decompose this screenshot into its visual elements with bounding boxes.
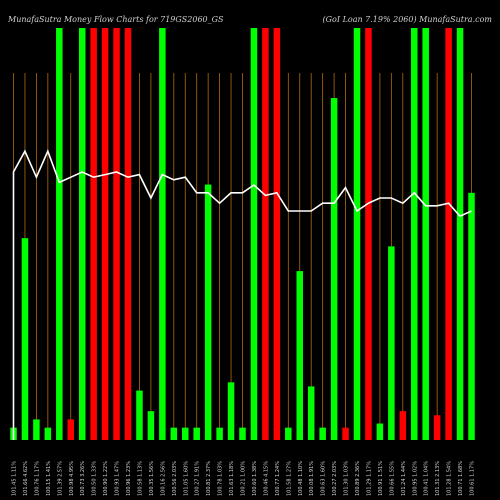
bar <box>113 28 120 440</box>
x-tick-label: 100.41 1.04% <box>424 461 430 496</box>
x-tick-label: 100.89 2.36% <box>355 461 361 496</box>
x-tick-label: 101.66 4.62% <box>23 461 29 496</box>
chart-title: MunafaSutra Money Flow Charts for 719GS2… <box>8 15 224 24</box>
x-tick-labels: 101.45 1.11% 101.66 4.62% 100.76 1.17% 100.… <box>12 461 476 496</box>
x-tick-label: 100.61 1.17% <box>470 461 476 496</box>
bar <box>67 419 74 440</box>
x-tick-label: 101.28 1.54% <box>447 461 453 496</box>
bar <box>456 28 464 440</box>
bar <box>90 28 97 440</box>
bar <box>411 28 418 440</box>
bar <box>376 423 384 440</box>
x-tick-label: 100.71 1.68% <box>458 461 464 496</box>
x-tick-label: 100.76 1.17% <box>34 461 40 496</box>
x-tick-label: 101.05 1.60% <box>183 461 189 496</box>
bar <box>204 184 212 440</box>
x-tick-label: 101.30 1.03% <box>344 461 350 496</box>
bar <box>239 427 246 440</box>
x-tick-label: 100.60 1.38% <box>252 461 258 496</box>
bar <box>250 28 258 440</box>
bar <box>170 427 178 440</box>
bar <box>101 28 109 440</box>
bar <box>136 390 143 440</box>
price-line <box>12 149 472 440</box>
bar <box>445 28 452 440</box>
bar <box>285 427 292 440</box>
bar <box>124 28 132 440</box>
x-tick-label: 100.77 1.24% <box>275 461 281 496</box>
x-tick-label: 100.91 1.51% <box>378 461 384 496</box>
bar <box>78 28 86 440</box>
bar <box>296 271 303 440</box>
x-tick-label: 100.90 1.22% <box>103 461 109 496</box>
x-tick-label: 100.96 1.23% <box>126 461 132 496</box>
x-tick-label: 100.81 2.37% <box>206 461 212 496</box>
x-tick-label: 100.50 1.33% <box>92 461 98 496</box>
bar <box>307 386 315 440</box>
bar <box>56 28 63 440</box>
bar <box>342 427 349 440</box>
price-line-layer <box>12 149 472 440</box>
x-tick-label: 101.58 1.27% <box>286 461 292 496</box>
bar <box>227 382 235 440</box>
bar <box>399 411 407 440</box>
bar <box>319 427 326 440</box>
bar <box>273 28 281 440</box>
x-tick-label: 100.93 1.47% <box>115 461 121 496</box>
money-flow-bars <box>10 28 475 440</box>
bar <box>193 427 200 440</box>
x-tick-label: 100.46 4.15% <box>263 461 269 496</box>
x-tick-label: 101.29 1.17% <box>366 461 372 496</box>
bar <box>388 246 395 440</box>
bar <box>365 28 372 440</box>
x-tick-label: 101.24 1.44% <box>401 461 407 496</box>
bar <box>433 415 441 440</box>
x-tick-label: 100.58 1.13% <box>137 461 143 496</box>
x-tick-label: 100.27 2.03% <box>332 461 338 496</box>
x-tick-label: 100.08 1.91% <box>309 461 315 496</box>
bar <box>21 238 29 440</box>
x-tick-label: 101.63 1.18% <box>229 461 235 496</box>
x-tick-label: 101.39 2.57% <box>57 461 63 496</box>
x-tick-label: 100.56 2.03% <box>172 461 178 496</box>
bar <box>353 28 361 440</box>
x-tick-label: 100.98 4.95% <box>69 461 75 496</box>
chart-header: MunafaSutra Money Flow Charts for 719GS2… <box>0 0 500 28</box>
x-tick-label: 100.21 1.00% <box>241 461 247 496</box>
x-tick-label: 100.66 1.55% <box>389 461 395 496</box>
bar <box>216 427 223 440</box>
x-tick-label: 100.16 2.56% <box>160 461 166 496</box>
x-tick-label: 100.35 1.56% <box>149 461 155 496</box>
x-tick-label: 100.27 1.91% <box>195 461 201 496</box>
x-tick-label: 101.31 2.13% <box>435 461 441 496</box>
x-tick-label: 100.73 3.26% <box>80 461 86 496</box>
bar <box>468 192 475 440</box>
site-credit: (GoI Loan 7.19% 2060) MunafaSutra.com <box>322 15 492 24</box>
bar <box>262 28 269 440</box>
bar <box>33 419 40 440</box>
x-tick-label: 101.45 1.11% <box>12 461 18 496</box>
bar <box>182 427 189 440</box>
bar <box>44 427 52 440</box>
bar <box>147 411 155 440</box>
x-tick-label: 100.95 1.02% <box>412 461 418 496</box>
bar <box>330 98 338 440</box>
x-tick-label: 100.78 1.03% <box>218 461 224 496</box>
bar <box>159 28 166 440</box>
bar <box>422 28 429 440</box>
x-tick-label: 100.15 1.41% <box>46 461 52 496</box>
x-tick-label: 100.48 1.10% <box>298 461 304 496</box>
x-tick-label: 100.63 1.60% <box>321 461 327 496</box>
